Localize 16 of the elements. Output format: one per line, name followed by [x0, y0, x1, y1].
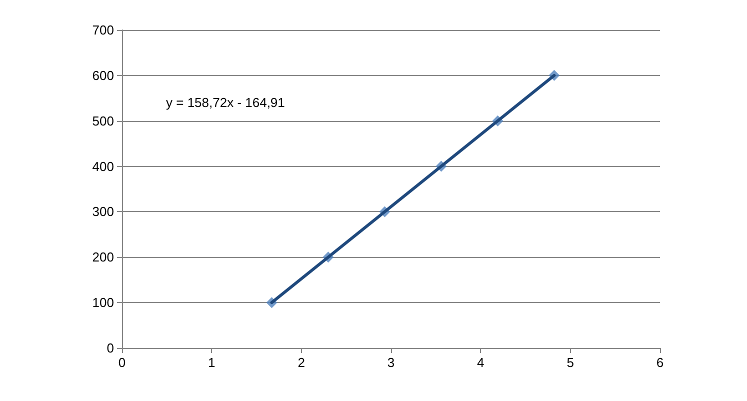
y-tick-label: 200 — [92, 250, 114, 265]
y-tick-label: 600 — [92, 68, 114, 83]
x-tick-label: 1 — [208, 355, 216, 370]
x-tick-label: 4 — [477, 355, 484, 370]
y-tick-label: 400 — [92, 158, 114, 174]
y-tick-label: 700 — [92, 22, 114, 38]
y-tick-label: 500 — [92, 113, 114, 128]
y-tick-label: 0 — [106, 340, 114, 356]
annotation: y = 158,72x - 164,91 — [166, 95, 285, 110]
y-tick-label: 300 — [92, 204, 114, 220]
x-tick-label: 0 — [118, 355, 126, 370]
x-tick-label: 5 — [566, 355, 574, 370]
x-tick-label: 3 — [387, 355, 395, 370]
y-tick-label: 100 — [92, 295, 114, 310]
x-tick-label: 6 — [656, 355, 664, 370]
x-tick-label: 2 — [298, 355, 305, 370]
